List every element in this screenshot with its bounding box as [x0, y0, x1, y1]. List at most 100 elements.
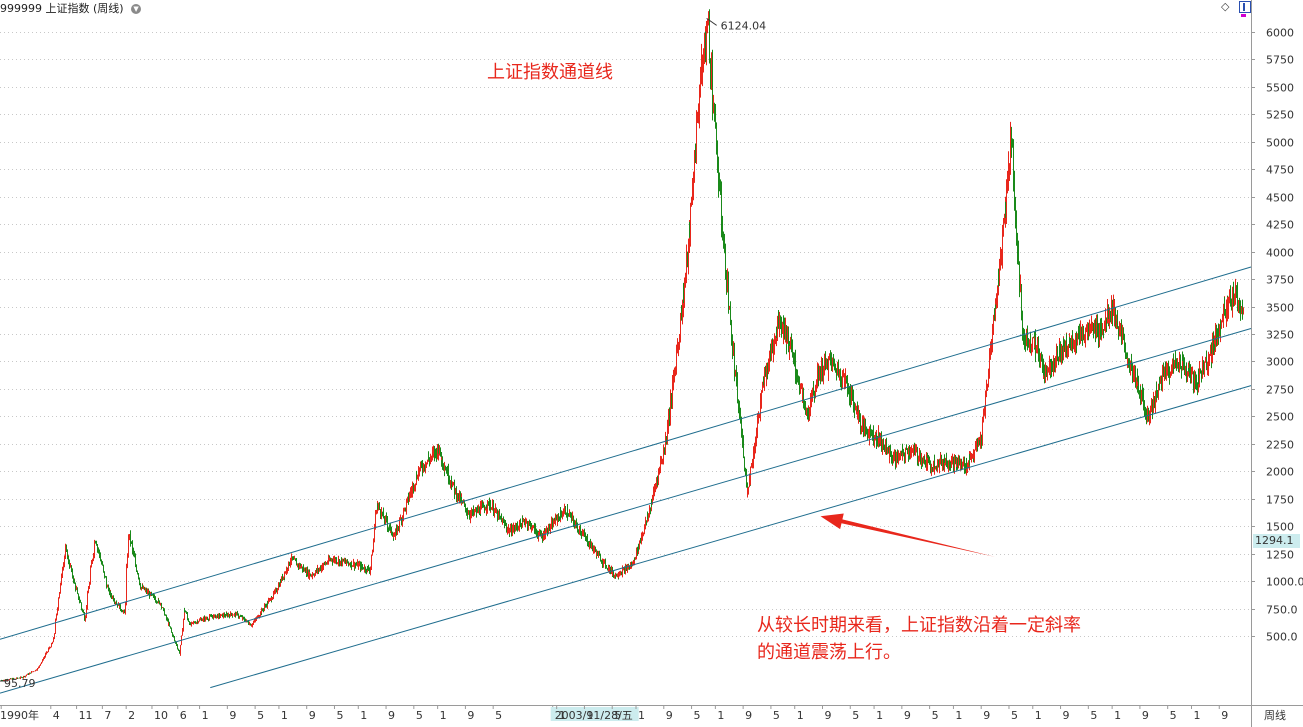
- time-axis: 1990年 4 11 7 2 10 6 1 9 5 1 9 5 1 9 5 1 9 5 2003/11/28/五1 9 5…: [0, 705, 1286, 722]
- high-low-markers: 6124.04 95.79: [0, 17, 767, 690]
- x-tick-label: 9: [467, 709, 474, 722]
- y-tick-label: 500.0: [1266, 631, 1298, 644]
- high-marker-line: [706, 17, 717, 26]
- symbol-code: 999999: [0, 2, 42, 15]
- price-candles: [1, 9, 1244, 682]
- y-tick-label: 750.0: [1266, 604, 1298, 617]
- x-tick-label: 9: [1142, 709, 1149, 722]
- x-tick-label: 1990年: [0, 708, 39, 722]
- x-tick-label: 1: [797, 709, 804, 722]
- x-tick-label: 1: [1114, 709, 1121, 722]
- x-tick-label: 1: [717, 709, 724, 722]
- x-tick-label: 1: [440, 709, 447, 722]
- x-tick-label: 1: [1035, 709, 1042, 722]
- x-tick-label: 5: [416, 709, 423, 722]
- y-tick-label: 4750: [1266, 164, 1294, 177]
- x-tick-label: 2003/11/28/五: [555, 709, 633, 722]
- x-tick-label: 6: [180, 709, 187, 722]
- crosshair-date-box: [550, 707, 639, 721]
- y-tick-label: 5000: [1266, 137, 1294, 150]
- panel-icon[interactable]: [1239, 1, 1251, 13]
- x-tick-label: 9: [983, 709, 990, 722]
- y-tick-label: 4250: [1266, 219, 1294, 232]
- chart-title: 上证指数通道线: [487, 62, 613, 83]
- x-tick-label: 4: [53, 709, 60, 722]
- y-tick-label: 5250: [1266, 109, 1294, 122]
- y-tick-label: 3000: [1266, 356, 1294, 369]
- channel-line-upper: [0, 266, 1252, 640]
- x-tick-label: 9: [1221, 709, 1228, 722]
- x-tick-label: 10: [154, 709, 168, 722]
- period-tag: (周线): [93, 2, 124, 15]
- annotation-line-2: 的通道震荡上行。: [757, 642, 901, 663]
- x-tick-label: 1: [360, 709, 367, 722]
- x-tick-label: 5: [694, 709, 701, 722]
- y-tick-label: 1000.0: [1266, 576, 1303, 589]
- x-tick-label: 1: [955, 709, 962, 722]
- x-tick-label: 9: [904, 709, 911, 722]
- toolbar-icons: ◇: [1215, 0, 1251, 14]
- arrow-shape: [820, 513, 996, 557]
- y-tick-label: 4000: [1266, 247, 1294, 260]
- index-name: 上证指数: [45, 2, 90, 15]
- x-tick-label: 9: [666, 709, 673, 722]
- x-tick-label: 2: [128, 709, 135, 722]
- x-tick-label: 5: [1170, 709, 1177, 722]
- y-tick-label: 3500: [1266, 302, 1294, 315]
- y-tick-label: 3250: [1266, 329, 1294, 342]
- x-tick-label: 9: [229, 709, 236, 722]
- y-tick-label: 6000: [1266, 27, 1294, 40]
- x-tick-label: 9: [309, 709, 316, 722]
- x-tick-label: 9: [745, 709, 752, 722]
- x-tick-label: 5: [1090, 709, 1097, 722]
- x-tick-label: 7: [104, 709, 111, 722]
- period-label: 周线: [1264, 708, 1286, 722]
- channel-lines: [0, 266, 1252, 694]
- channel-line-middle: [0, 328, 1252, 694]
- y-tick-label: 2750: [1266, 384, 1294, 397]
- x-tick-label: 5: [932, 709, 939, 722]
- x-tick-label: 9: [586, 709, 593, 722]
- x-tick-label: 11: [79, 709, 93, 722]
- y-tick-label: 2000: [1266, 466, 1294, 479]
- x-tick-label: 5: [257, 709, 264, 722]
- x-tick-label: 1: [638, 709, 645, 722]
- x-tick-label: 5: [1011, 709, 1018, 722]
- x-tick-label: 5: [852, 709, 859, 722]
- channel-line-lower: [210, 385, 1252, 689]
- current-price-badge: 1294.1: [1253, 534, 1300, 548]
- x-tick-label: 9: [388, 709, 395, 722]
- annotation-note: 从较长时期来看，上证指数沿着一定斜率 的通道震荡上行。: [757, 612, 1081, 666]
- y-tick-label: 3750: [1266, 274, 1294, 287]
- y-tick-label: 1250: [1266, 549, 1294, 562]
- annotation-line-1: 从较长时期来看，上证指数沿着一定斜率: [757, 615, 1081, 636]
- y-tick-label: 4500: [1266, 192, 1294, 205]
- high-label: 6124.04: [721, 19, 767, 32]
- x-tick-label: 1: [559, 709, 566, 722]
- y-tick-label: 2250: [1266, 439, 1294, 452]
- y-tick-label: 1750: [1266, 494, 1294, 507]
- x-tick-label: 1: [202, 709, 209, 722]
- x-tick-label: 1: [876, 709, 883, 722]
- chart-header[interactable]: 999999 上证指数 (周线) ▼: [0, 0, 142, 15]
- x-tick-label: 5: [614, 709, 621, 722]
- x-tick-label: 5: [336, 709, 343, 722]
- price-axis: 500.0 750.0 1000.0 1250 1500 1750 2000 2250 2500…: [1251, 27, 1303, 644]
- diamond-icon[interactable]: ◇: [1221, 0, 1230, 13]
- x-tick-label: 9: [824, 709, 831, 722]
- x-tick-label: 9: [1063, 709, 1070, 722]
- x-tick-label: 5: [773, 709, 780, 722]
- indicator-mark: [1241, 14, 1246, 17]
- dropdown-icon[interactable]: ▼: [131, 4, 142, 14]
- x-tick-label: 1: [1193, 709, 1200, 722]
- x-tick-label: 1: [281, 709, 288, 722]
- low-label: 95.79: [4, 677, 36, 690]
- y-tick-label: 5500: [1266, 82, 1294, 95]
- x-tick-label: 5: [495, 709, 502, 722]
- y-tick-label: 2500: [1266, 411, 1294, 424]
- annotation-arrow: [820, 513, 996, 557]
- y-tick-label: 1500: [1266, 521, 1294, 534]
- y-tick-label: 5750: [1266, 54, 1294, 67]
